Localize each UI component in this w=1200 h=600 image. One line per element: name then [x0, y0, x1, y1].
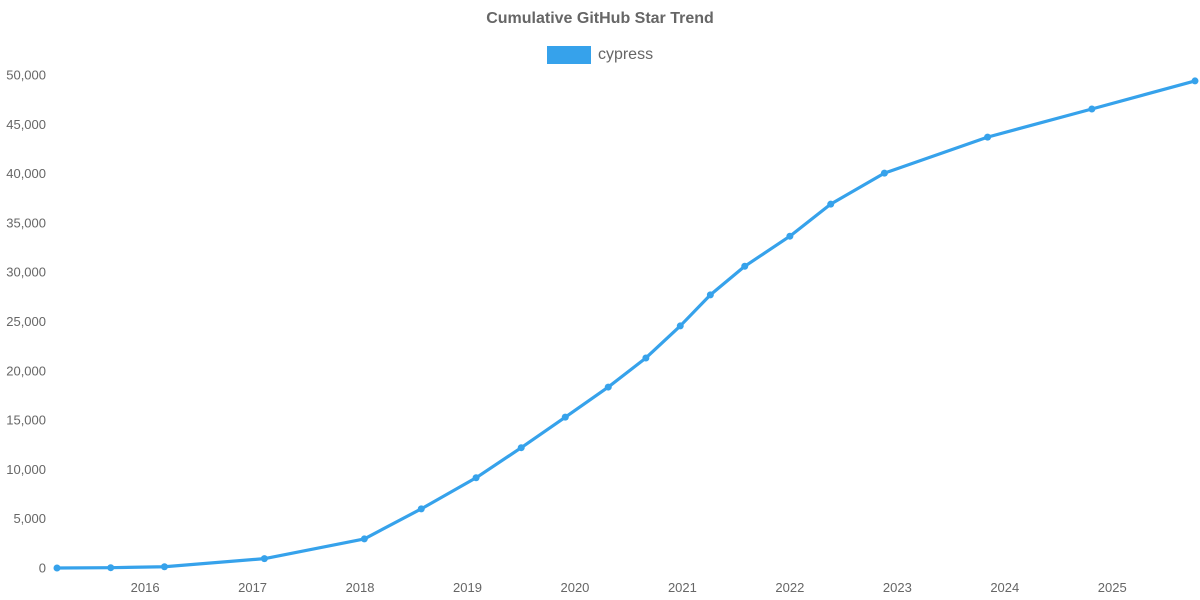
- data-point-marker: [1191, 77, 1199, 85]
- data-point-marker: [53, 564, 61, 572]
- data-point-marker: [517, 444, 525, 452]
- x-axis-tick-label: 2025: [1098, 580, 1127, 595]
- x-axis-tick-label: 2018: [346, 580, 375, 595]
- data-point-marker: [741, 262, 749, 270]
- data-point-marker: [260, 555, 268, 563]
- y-axis-tick-label: 0: [39, 561, 46, 576]
- data-point-marker: [107, 564, 115, 572]
- data-point-marker: [472, 474, 480, 482]
- data-point-marker: [160, 563, 168, 571]
- y-axis-tick-label: 25,000: [6, 314, 46, 329]
- data-point-marker: [417, 505, 425, 513]
- x-axis-tick-label: 2019: [453, 580, 482, 595]
- legend-label: cypress: [597, 46, 654, 63]
- x-axis-tick-label: 2016: [131, 580, 160, 595]
- x-axis-tick-label: 2020: [560, 580, 589, 595]
- series-line-cypress: [55, 79, 1197, 570]
- y-axis-tick-label: 45,000: [6, 117, 46, 132]
- y-axis-tick-label: 40,000: [6, 166, 46, 181]
- x-axis-tick-label: 2023: [883, 580, 912, 595]
- legend-swatch: [546, 46, 591, 64]
- x-axis-tick-label: 2017: [238, 580, 267, 595]
- legend-item-cypress[interactable]: cypress: [546, 46, 654, 64]
- data-point-marker: [706, 291, 714, 299]
- data-point-marker: [880, 169, 888, 177]
- data-point-marker: [1088, 105, 1096, 113]
- data-point-marker: [561, 413, 569, 421]
- y-axis-tick-label: 15,000: [6, 413, 46, 428]
- data-point-marker: [604, 383, 612, 391]
- data-point-marker: [360, 535, 368, 543]
- y-axis-tick-label: 5,000: [13, 511, 46, 526]
- x-axis-tick-label: 2021: [668, 580, 697, 595]
- y-axis-tick-label: 30,000: [6, 265, 46, 280]
- y-axis-tick-label: 50,000: [6, 68, 46, 83]
- x-axis-tick-label: 2024: [990, 580, 1019, 595]
- data-point-marker: [984, 133, 992, 141]
- y-axis-tick-label: 20,000: [6, 363, 46, 378]
- data-point-marker: [642, 354, 650, 362]
- data-point-marker: [827, 200, 835, 208]
- legend: cypress: [0, 46, 1200, 64]
- data-point-marker: [676, 322, 684, 330]
- y-axis-tick-label: 35,000: [6, 215, 46, 230]
- y-axis-tick-label: 10,000: [6, 462, 46, 477]
- x-axis-tick-label: 2022: [775, 580, 804, 595]
- data-point-marker: [786, 232, 794, 240]
